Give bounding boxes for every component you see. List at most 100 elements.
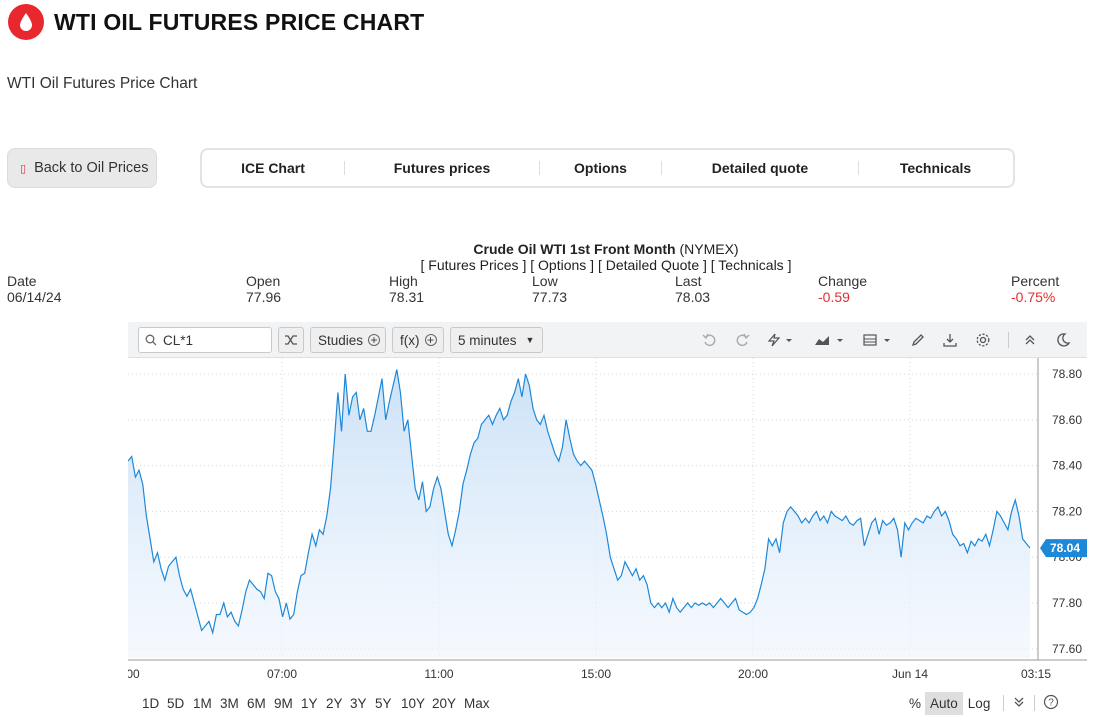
range-6m[interactable]: 6M bbox=[247, 696, 266, 711]
stat-label: High bbox=[389, 273, 418, 289]
double-chevron-down-icon[interactable] bbox=[1012, 695, 1026, 712]
log-scale-button[interactable]: Log bbox=[967, 695, 991, 711]
layout-icon[interactable] bbox=[861, 331, 897, 349]
quote-exchange: (NYMEX) bbox=[679, 241, 739, 257]
auto-scale-button[interactable]: Auto bbox=[925, 691, 963, 715]
chart-toolbar: Studies + f(x) + 5 minutes ▼ bbox=[128, 322, 1087, 358]
stat-open: Open 77.96 bbox=[246, 273, 281, 305]
y-tick-label: 77.60 bbox=[1052, 642, 1082, 656]
stat-value: 78.03 bbox=[675, 289, 711, 305]
quote-title: Crude Oil WTI 1st Front Month (NYMEX) bbox=[0, 241, 1095, 257]
link-detailed-quote[interactable]: [ Detailed Quote ] bbox=[597, 257, 707, 273]
range-1d[interactable]: 1D bbox=[142, 696, 160, 711]
gear-icon[interactable] bbox=[973, 331, 993, 349]
stat-percent: Percent -0.75% bbox=[1011, 273, 1059, 305]
back-button-label: Back to Oil Prices bbox=[34, 160, 149, 176]
tab-divider bbox=[344, 161, 345, 175]
range-1m[interactable]: 1M bbox=[193, 696, 212, 711]
tab-divider bbox=[661, 161, 662, 175]
oil-drop-icon bbox=[8, 4, 44, 40]
range-3y[interactable]: 3Y bbox=[350, 696, 367, 711]
shuffle-icon bbox=[285, 335, 297, 345]
x-tick-label: 15:00 bbox=[581, 667, 611, 681]
stat-value: -0.59 bbox=[818, 289, 850, 305]
stat-date: Date 06/14/24 bbox=[7, 273, 62, 305]
download-icon[interactable] bbox=[940, 331, 960, 349]
back-to-oil-prices-button[interactable]: ▯ Back to Oil Prices bbox=[7, 148, 157, 188]
studies-button[interactable]: Studies + bbox=[310, 327, 386, 353]
tab-detailed-quote[interactable]: Detailed quote bbox=[711, 160, 809, 176]
tab-ice-chart[interactable]: ICE Chart bbox=[241, 160, 305, 176]
tab-options[interactable]: Options bbox=[574, 160, 627, 176]
price-chart[interactable]: 78.80 78.60 78.40 78.20 78.00 77.80 77.60 00 07:… bbox=[126, 358, 1087, 688]
scale-controls: % Auto Log ? bbox=[905, 690, 1059, 716]
link-futures-prices[interactable]: [ Futures Prices ] bbox=[420, 257, 527, 273]
range-10y[interactable]: 10Y bbox=[401, 696, 426, 711]
y-tick-label: 77.80 bbox=[1052, 596, 1082, 610]
stat-value: -0.75% bbox=[1011, 289, 1056, 305]
range-9m[interactable]: 9M bbox=[274, 696, 293, 711]
price-area bbox=[128, 369, 1030, 658]
x-tick-label: Jun 14 bbox=[892, 667, 928, 681]
range-2y[interactable]: 2Y bbox=[326, 696, 343, 711]
range-20y[interactable]: 20Y bbox=[432, 696, 457, 711]
x-tick-label: 07:00 bbox=[267, 667, 297, 681]
last-price-label: 78.04 bbox=[1050, 541, 1080, 555]
price-line bbox=[127, 369, 1031, 636]
last-price-tag bbox=[1040, 539, 1087, 558]
percent-scale-button[interactable]: % bbox=[909, 695, 922, 711]
quote-name: Crude Oil WTI 1st Front Month bbox=[473, 241, 676, 257]
range-1y[interactable]: 1Y bbox=[301, 696, 318, 711]
chevron-down-icon: ▼ bbox=[525, 335, 535, 345]
undo-icon[interactable] bbox=[700, 331, 720, 349]
stat-high: High 78.31 bbox=[389, 273, 424, 305]
y-tick-label: 78.60 bbox=[1052, 413, 1082, 427]
control-divider bbox=[1003, 695, 1005, 711]
y-tick-label: 78.40 bbox=[1052, 459, 1082, 473]
stat-label: Low bbox=[532, 273, 558, 289]
help-icon[interactable]: ? bbox=[1043, 694, 1059, 713]
link-options[interactable]: [ Options ] bbox=[530, 257, 595, 273]
stat-value: 78.31 bbox=[389, 289, 425, 305]
range-5d[interactable]: 5D bbox=[167, 696, 185, 711]
control-divider bbox=[1034, 695, 1036, 711]
stat-change: Change -0.59 bbox=[818, 273, 867, 305]
symbol-search[interactable] bbox=[138, 327, 272, 353]
stat-label: Change bbox=[818, 273, 868, 289]
stat-label: Percent bbox=[1011, 273, 1060, 289]
back-icon: ▯ bbox=[20, 162, 27, 175]
range-3m[interactable]: 3M bbox=[220, 696, 239, 711]
interval-label: 5 minutes bbox=[458, 332, 517, 348]
x-tick-label: 03:15 bbox=[1021, 667, 1051, 681]
plus-circle-icon: + bbox=[368, 334, 381, 346]
stat-label: Open bbox=[246, 273, 281, 289]
collapse-icon[interactable] bbox=[1020, 331, 1040, 349]
y-tick-label: 78.80 bbox=[1052, 367, 1082, 381]
compare-button[interactable] bbox=[278, 327, 304, 353]
range-5y[interactable]: 5Y bbox=[375, 696, 392, 711]
x-tick-label: 20:00 bbox=[738, 667, 768, 681]
page-header: WTI OIL FUTURES PRICE CHART bbox=[8, 4, 424, 40]
toolbar-divider bbox=[1008, 332, 1009, 348]
redo-icon[interactable] bbox=[732, 331, 752, 349]
link-technicals[interactable]: [ Technicals ] bbox=[710, 257, 792, 273]
tab-futures-prices[interactable]: Futures prices bbox=[393, 160, 491, 176]
chart-type-icon[interactable] bbox=[812, 331, 848, 349]
x-tick-label: 00 bbox=[128, 667, 140, 681]
range-max[interactable]: Max bbox=[464, 696, 490, 711]
pencil-icon[interactable] bbox=[908, 331, 928, 349]
stat-low: Low 77.73 bbox=[532, 273, 567, 305]
symbol-input[interactable] bbox=[163, 332, 263, 348]
stat-value: 77.96 bbox=[246, 289, 282, 305]
tab-divider bbox=[539, 161, 540, 175]
lightning-icon[interactable] bbox=[764, 331, 798, 349]
chart-tabs: ICE Chart Futures prices Options Detaile… bbox=[200, 148, 1015, 188]
fx-button[interactable]: f(x) + bbox=[392, 327, 444, 353]
quote-links: [ Futures Prices ] [ Options ] [ Detaile… bbox=[0, 257, 1095, 273]
search-icon bbox=[145, 334, 157, 346]
moon-icon[interactable] bbox=[1053, 331, 1073, 349]
tab-technicals[interactable]: Technicals bbox=[899, 160, 972, 176]
x-tick-label: 11:00 bbox=[424, 667, 453, 681]
interval-select[interactable]: 5 minutes ▼ bbox=[450, 327, 543, 353]
stat-last: Last 78.03 bbox=[675, 273, 710, 305]
